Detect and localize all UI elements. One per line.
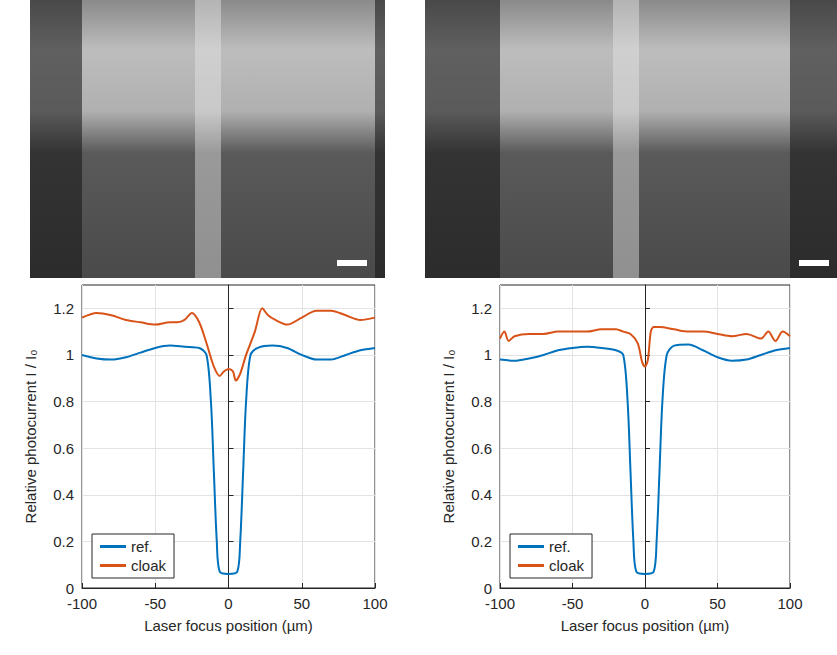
svg-text:50: 50 xyxy=(709,595,726,612)
svg-text:0: 0 xyxy=(224,595,232,612)
svg-text:Relative photocurrent I / I₀: Relative photocurrent I / I₀ xyxy=(22,350,39,524)
svg-text:0.2: 0.2 xyxy=(471,533,492,550)
svg-text:Laser focus position (µm): Laser focus position (µm) xyxy=(561,617,730,634)
svg-text:1.2: 1.2 xyxy=(53,300,74,317)
svg-text:0.2: 0.2 xyxy=(53,533,74,550)
svg-text:50: 50 xyxy=(293,595,310,612)
svg-text:cloak: cloak xyxy=(131,557,167,574)
svg-text:ref.: ref. xyxy=(549,538,571,555)
svg-text:0.6: 0.6 xyxy=(471,440,492,457)
svg-text:1: 1 xyxy=(66,346,74,363)
svg-text:ref.: ref. xyxy=(131,538,153,555)
svg-text:0: 0 xyxy=(66,580,74,597)
svg-text:100: 100 xyxy=(362,595,387,612)
svg-text:100: 100 xyxy=(777,595,802,612)
svg-text:0.8: 0.8 xyxy=(471,393,492,410)
svg-text:0.6: 0.6 xyxy=(53,440,74,457)
svg-text:-100: -100 xyxy=(67,595,97,612)
svg-text:0.8: 0.8 xyxy=(53,393,74,410)
svg-text:0.4: 0.4 xyxy=(471,486,492,503)
svg-text:0.4: 0.4 xyxy=(53,486,74,503)
svg-text:1: 1 xyxy=(484,346,492,363)
svg-text:-100: -100 xyxy=(485,595,515,612)
svg-text:-50: -50 xyxy=(562,595,584,612)
svg-text:0: 0 xyxy=(641,595,649,612)
svg-text:1.2: 1.2 xyxy=(471,300,492,317)
svg-text:cloak: cloak xyxy=(549,557,585,574)
svg-text:0: 0 xyxy=(484,580,492,597)
svg-text:-50: -50 xyxy=(144,595,166,612)
svg-text:Relative photocurrent I / I₀: Relative photocurrent I / I₀ xyxy=(440,350,457,524)
svg-text:Laser focus position (µm): Laser focus position (µm) xyxy=(144,617,313,634)
